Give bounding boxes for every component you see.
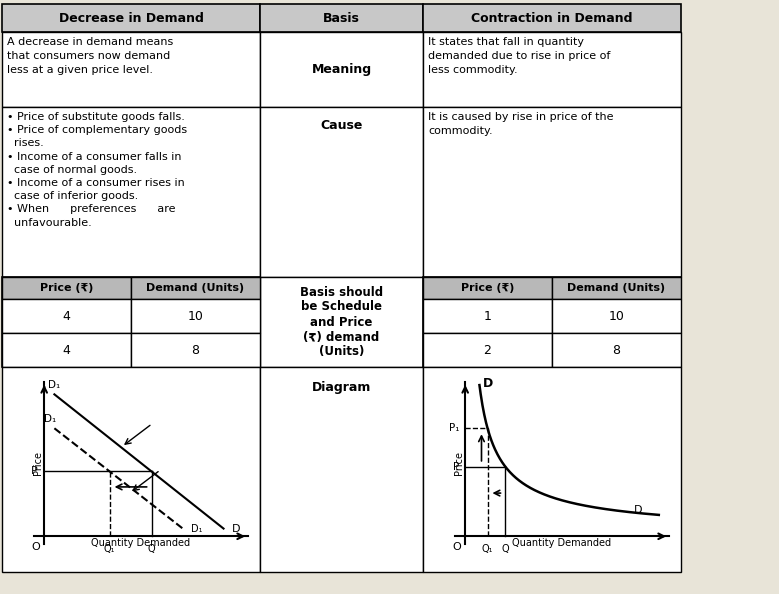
Bar: [423, 367, 681, 572]
Text: Q₁: Q₁: [481, 544, 493, 554]
Text: • Price of substitute goods falls.
• Price of complementary goods
  rises.
• Inc: • Price of substitute goods falls. • Pri…: [7, 112, 187, 228]
Text: 8: 8: [612, 343, 621, 356]
Text: P: P: [31, 466, 38, 476]
Bar: [423, 299, 552, 333]
Text: It is caused by rise in price of the
commodity.: It is caused by rise in price of the com…: [428, 112, 614, 136]
X-axis label: Quantity Demanded: Quantity Demanded: [91, 538, 191, 548]
Text: D: D: [482, 377, 493, 390]
Bar: [552, 299, 681, 333]
Text: D₁: D₁: [44, 413, 56, 424]
Bar: [423, 32, 681, 107]
Bar: [2, 277, 260, 367]
Bar: [423, 277, 681, 367]
Bar: [2, 32, 260, 107]
Bar: [131, 277, 260, 299]
Y-axis label: Price: Price: [454, 451, 464, 475]
Text: O: O: [453, 542, 461, 552]
X-axis label: Quantity Demanded: Quantity Demanded: [513, 538, 612, 548]
Text: D₁: D₁: [191, 523, 203, 533]
Bar: [2, 4, 260, 32]
Text: 8: 8: [192, 343, 199, 356]
Text: P: P: [453, 462, 459, 472]
Text: Price (₹): Price (₹): [40, 283, 93, 293]
Y-axis label: Price: Price: [33, 451, 43, 475]
Bar: [260, 107, 423, 277]
Bar: [423, 107, 681, 277]
Bar: [2, 107, 260, 277]
Text: D: D: [231, 523, 240, 533]
Text: O: O: [31, 542, 40, 552]
Bar: [423, 4, 681, 32]
Bar: [2, 277, 131, 299]
Text: Decrease in Demand: Decrease in Demand: [58, 11, 203, 24]
Text: Basis: Basis: [323, 11, 360, 24]
Text: D₁: D₁: [48, 380, 61, 390]
Bar: [423, 277, 552, 299]
Bar: [552, 277, 681, 299]
Bar: [552, 333, 681, 367]
Text: Diagram: Diagram: [312, 381, 371, 394]
Bar: [2, 333, 131, 367]
Bar: [260, 4, 423, 32]
Text: Demand (Units): Demand (Units): [567, 283, 665, 293]
Text: 10: 10: [608, 309, 625, 323]
Bar: [131, 333, 260, 367]
Text: Contraction in Demand: Contraction in Demand: [471, 11, 633, 24]
Text: It states that fall in quantity
demanded due to rise in price of
less commodity.: It states that fall in quantity demanded…: [428, 37, 611, 75]
Bar: [423, 333, 552, 367]
Text: Basis should
be Schedule
and Price
(₹) demand
(Units): Basis should be Schedule and Price (₹) d…: [300, 286, 383, 359]
Text: 2: 2: [484, 343, 492, 356]
Text: D: D: [634, 505, 643, 515]
Text: Q₁: Q₁: [104, 544, 115, 554]
Text: A decrease in demand means
that consumers now demand
less at a given price level: A decrease in demand means that consumer…: [7, 37, 173, 75]
Text: 4: 4: [62, 343, 70, 356]
Text: 10: 10: [188, 309, 203, 323]
Text: Price (₹): Price (₹): [461, 283, 514, 293]
Bar: [2, 299, 131, 333]
Bar: [260, 32, 423, 107]
Bar: [2, 367, 260, 572]
Text: Demand (Units): Demand (Units): [146, 283, 245, 293]
Text: Q: Q: [148, 544, 156, 554]
Text: P₁: P₁: [449, 424, 459, 433]
Text: 1: 1: [484, 309, 492, 323]
Text: Meaning: Meaning: [312, 63, 372, 76]
Text: 4: 4: [62, 309, 70, 323]
Bar: [260, 367, 423, 572]
Bar: [131, 299, 260, 333]
Text: Q: Q: [502, 544, 509, 554]
Bar: [260, 277, 423, 367]
Text: Cause: Cause: [320, 119, 363, 132]
